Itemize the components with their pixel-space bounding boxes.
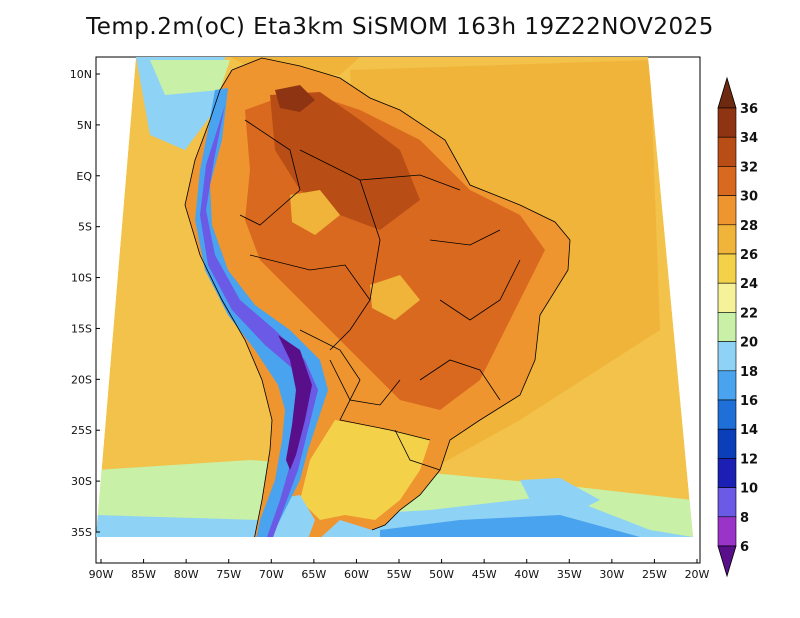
- lat-tick-label: 10N: [70, 68, 92, 81]
- map-title: Temp.2m(oC) Eta3km SiSMOM 163h 19Z22NOV2…: [86, 14, 714, 40]
- colorbar-bin: [717, 107, 737, 138]
- colorbar-bin: [717, 136, 737, 167]
- lon-tick-label: 35W: [557, 568, 582, 581]
- colorbar-tick-label: 20: [740, 336, 758, 351]
- colorbar-tick-label: 32: [740, 160, 758, 175]
- lat-tick-label: 20S: [71, 373, 92, 386]
- colorbar-tick-label: 24: [740, 277, 758, 292]
- longitude-axis: 90W 85W 80W 75W 70W 65W 60W 55W 50W 45W 40W 35W 30W 2…: [89, 559, 710, 581]
- colorbar-bin: [717, 399, 737, 430]
- lon-tick-label: 65W: [301, 568, 326, 581]
- colorbar-tick-label: 12: [740, 452, 758, 467]
- lon-tick-label: 40W: [514, 568, 539, 581]
- lon-tick-label: 30W: [599, 568, 624, 581]
- lon-tick-label: 25W: [642, 568, 667, 581]
- colorbar-tick-label: 22: [740, 306, 758, 321]
- interior-mild-patch-2: [370, 275, 420, 320]
- colorbar-bin: [717, 166, 737, 196]
- lon-tick-label: 90W: [89, 568, 114, 581]
- colorbar-tick-label: 36: [740, 102, 758, 117]
- lat-tick-label: 15S: [71, 322, 92, 335]
- lon-tick-label: 60W: [344, 568, 369, 581]
- pampas-field: [300, 420, 430, 520]
- colorbar-tick-label: 10: [740, 482, 758, 497]
- colorbar-tick-label: 6: [740, 540, 749, 555]
- lon-tick-label: 75W: [216, 568, 241, 581]
- lat-tick-label: 10S: [71, 272, 92, 285]
- colorbar-bin: [717, 282, 737, 313]
- colorbar-bin: [717, 516, 737, 547]
- northwest-hot-spot: [275, 85, 315, 112]
- south-colder-band: [380, 515, 640, 537]
- lat-tick-label: 5N: [77, 119, 92, 132]
- lat-tick-label: 30S: [71, 475, 92, 488]
- lat-tick-label: 35S: [71, 526, 92, 539]
- colorbar-bin: [717, 253, 737, 284]
- colorbar-tick-label: 28: [740, 219, 758, 234]
- lon-tick-label: 50W: [429, 568, 454, 581]
- andes-coldest-core: [200, 105, 318, 537]
- pacific-mild-patch: [150, 60, 230, 95]
- latitude-axis: 10N 5N EQ 5S 10S 15S 20S 25S 30S 35S: [70, 68, 100, 539]
- colorbar-tick-label: 34: [740, 131, 758, 146]
- colorbar-tick-label: 26: [740, 248, 758, 263]
- colorbar-tick-label: 18: [740, 365, 758, 380]
- lat-tick-label: EQ: [76, 170, 92, 183]
- lon-tick-label: 70W: [259, 568, 284, 581]
- andes-extreme-core: [278, 335, 312, 470]
- colorbar-bin: [717, 458, 737, 488]
- colorbar-bin: [717, 370, 737, 401]
- lon-tick-label: 55W: [387, 568, 412, 581]
- political-borders: [184, 57, 571, 537]
- colorbar-tick-label: 30: [740, 190, 758, 205]
- lon-tick-label: 45W: [472, 568, 497, 581]
- south-atlantic-cool-patch: [520, 478, 600, 515]
- colorbar-tick-label: 14: [740, 423, 758, 438]
- colorbar-bin: [717, 341, 737, 372]
- interior-mild-patch-1: [290, 190, 340, 235]
- colorbar-bin: [717, 487, 737, 518]
- lat-tick-label: 25S: [71, 424, 92, 437]
- colorbar-bin: [717, 195, 737, 226]
- colorbar-tick-label: 16: [740, 394, 758, 409]
- lon-tick-label: 80W: [174, 568, 199, 581]
- colorbar: 6 8 10 12 14 16 18 20 22 24 26 28 30 32 34 36: [717, 76, 758, 578]
- amazon-hottest-core: [270, 92, 420, 230]
- lon-tick-label: 85W: [131, 568, 156, 581]
- temperature-field: [96, 57, 693, 537]
- colorbar-min-triangle: [717, 545, 737, 578]
- colorbar-max-triangle: [717, 76, 737, 109]
- colorbar-bin: [717, 428, 737, 459]
- colorbar-bin: [717, 312, 737, 342]
- lon-tick-label: 20W: [685, 568, 710, 581]
- colorbar-tick-label: 8: [740, 511, 749, 526]
- colorbar-bin: [717, 224, 737, 255]
- lat-tick-label: 5S: [78, 221, 92, 234]
